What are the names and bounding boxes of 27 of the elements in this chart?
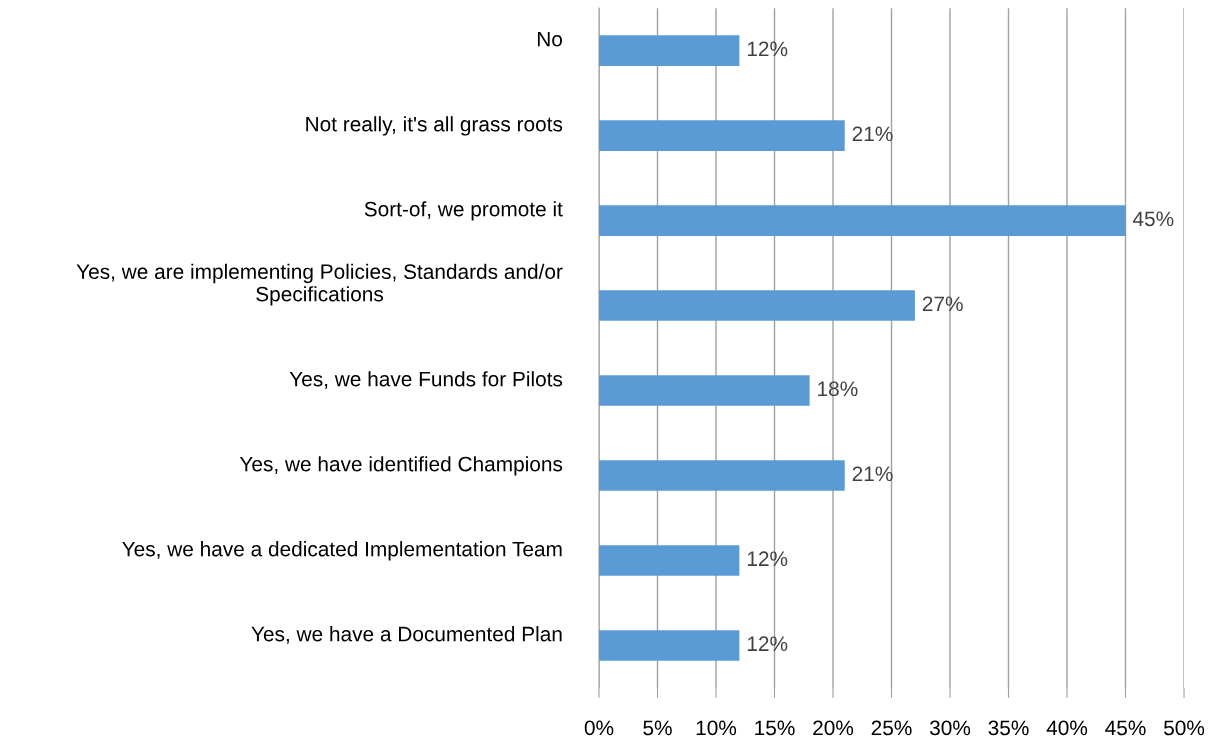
y-tick-label: Sort-of, we promote it — [364, 201, 563, 221]
y-tick-label: No — [537, 31, 563, 47]
data-label: 27% — [922, 296, 963, 312]
x-tick-label: 15% — [755, 720, 795, 736]
data-label: 21% — [852, 466, 893, 482]
y-tick-label: Not really, it's all grass roots — [306, 116, 563, 136]
y-tick-label: Yes, we have a dedicated Implementation Team — [122, 541, 562, 561]
x-tick-label: 25% — [871, 720, 912, 736]
x-tick-label: 10% — [696, 720, 737, 736]
y-tick-label: Yes, we have a Documented Plan — [251, 626, 562, 644]
x-tick-label: 30% — [929, 720, 971, 736]
x-tick-label: 0% — [584, 720, 614, 736]
x-tick-label: 35% — [988, 720, 1029, 736]
y-tick-label: Yes, we are implementing Policies, Standards and/or Specifications — [76, 263, 563, 306]
x-tick-label: 45% — [1105, 720, 1146, 736]
y-tick-label: Yes, we have Funds for Pilots — [289, 371, 563, 389]
data-label: 12% — [747, 41, 788, 57]
x-tick-label: 20% — [813, 720, 854, 736]
x-tick-label: 40% — [1046, 720, 1088, 736]
y-tick-label: Yes, we have identified Champions — [239, 456, 563, 476]
data-label: 12% — [747, 636, 788, 652]
data-label: 45% — [1132, 211, 1174, 227]
data-label: 12% — [747, 551, 788, 567]
x-tick-label: 5% — [643, 720, 672, 736]
data-label: 18% — [818, 381, 858, 397]
data-label: 21% — [852, 126, 893, 142]
x-tick-label: 50% — [1164, 720, 1205, 736]
